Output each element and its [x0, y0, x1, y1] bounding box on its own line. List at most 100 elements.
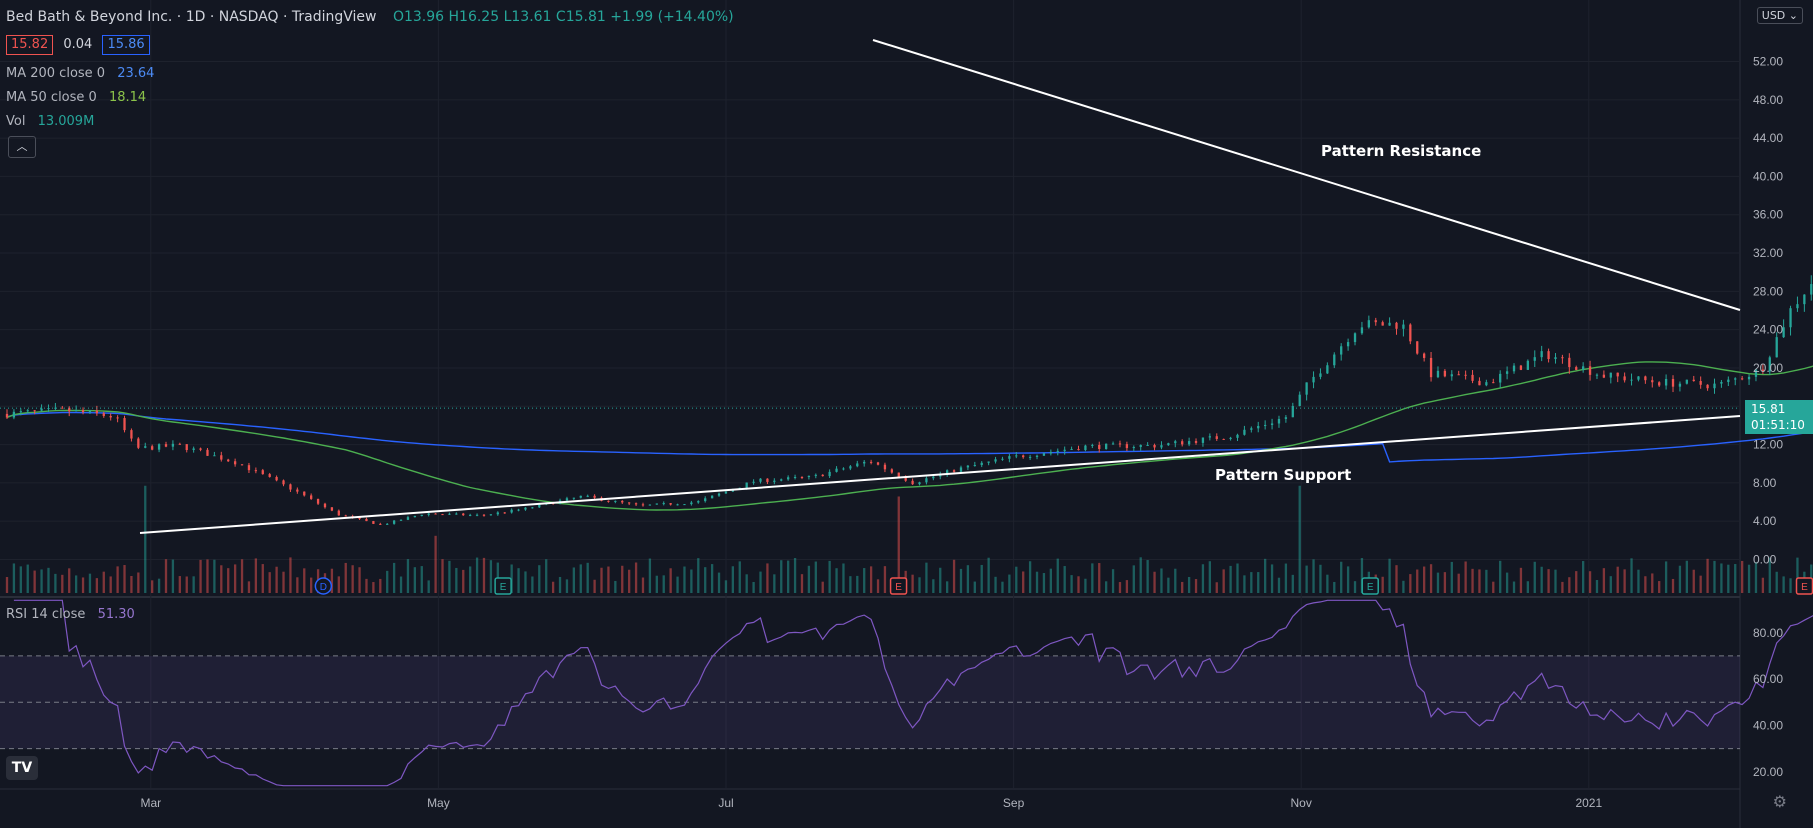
candle-body: [1457, 374, 1460, 376]
ma200-legend[interactable]: MA 200 close 0 23.64: [6, 66, 154, 81]
volume-bar: [697, 558, 700, 593]
collapse-legend-button[interactable]: ︿: [8, 136, 36, 158]
candle-body: [690, 502, 693, 505]
volume-bar: [1091, 563, 1094, 593]
candle-body: [1644, 376, 1647, 381]
bid-box[interactable]: 15.82: [6, 35, 54, 55]
volume-bar: [1049, 568, 1053, 593]
volume-bar: [1084, 578, 1087, 593]
candle-body: [800, 477, 804, 479]
volume-bar: [1381, 576, 1384, 593]
candle-body: [54, 407, 57, 409]
candle-body: [1761, 369, 1765, 372]
candle-body: [793, 477, 797, 479]
x-tick-label: Jul: [718, 796, 733, 810]
y-tick-label: 52.00: [1753, 55, 1783, 69]
candle-body: [144, 446, 147, 448]
candle-body: [724, 491, 728, 494]
candle-body: [240, 464, 244, 466]
candle-body: [1547, 351, 1550, 360]
volume-bar: [1208, 561, 1212, 593]
candle-body: [1319, 373, 1322, 377]
volume-bar: [81, 577, 85, 593]
candle-body: [1091, 444, 1094, 446]
volume-bar: [1326, 574, 1329, 593]
y-tick-label: 44.00: [1753, 131, 1783, 145]
currency-selector[interactable]: USD ⌄: [1756, 7, 1803, 24]
candle-body: [1035, 455, 1039, 457]
candle-body: [268, 474, 271, 477]
candle-body: [462, 513, 465, 516]
volume-bar: [47, 567, 50, 593]
candle-body: [1671, 378, 1675, 387]
volume-bar: [40, 569, 43, 593]
candle-body: [1609, 372, 1612, 378]
candle-body: [310, 495, 313, 499]
candle-body: [157, 444, 161, 450]
candle-body: [1581, 366, 1585, 370]
volume-bar: [1775, 571, 1778, 593]
rsi-legend[interactable]: RSI 14 close 51.30: [6, 607, 135, 622]
candle-body: [1146, 444, 1149, 446]
ohlc-values: O13.96 H16.25 L13.61 C15.81 +1.99 (+14.4…: [393, 9, 734, 25]
candle-body: [614, 500, 617, 502]
candle-body: [579, 495, 582, 498]
volume-bar: [1443, 572, 1447, 593]
volume-bar: [448, 560, 451, 593]
volume-bar: [178, 576, 181, 593]
volume-bar: [482, 557, 486, 593]
candle-body: [1740, 378, 1744, 380]
candle-body: [648, 504, 652, 506]
ask-box[interactable]: 15.86: [102, 35, 150, 55]
volume-bar: [130, 575, 133, 593]
volume-bar: [918, 577, 921, 593]
candle-body: [607, 500, 610, 502]
volume-bar: [123, 565, 126, 593]
candle-body: [1637, 376, 1640, 380]
candle-body: [911, 480, 914, 485]
ma50-legend[interactable]: MA 50 close 0 18.14: [6, 90, 146, 105]
candle-body: [233, 461, 237, 465]
volume-legend[interactable]: Vol 13.009M: [6, 114, 94, 129]
candle-body: [1796, 304, 1799, 309]
volume-bar: [213, 559, 216, 593]
candle-body: [1492, 382, 1495, 384]
volume-bar: [489, 560, 493, 593]
candle-body: [1222, 438, 1225, 440]
candle-body: [1747, 376, 1751, 380]
volume-bar: [641, 577, 645, 593]
candle-body: [1464, 374, 1467, 376]
candle-body: [697, 501, 700, 503]
volume-bar: [151, 580, 154, 593]
candle-body: [1111, 443, 1115, 445]
volume-bar: [545, 559, 548, 593]
candle-body: [628, 502, 631, 504]
volume-bar: [1651, 573, 1654, 593]
candle-body: [517, 509, 520, 511]
candle-body: [1588, 366, 1592, 375]
volume-bar: [1174, 568, 1177, 593]
volume-bar: [1789, 578, 1792, 593]
candle-body: [337, 510, 340, 516]
volume-bar: [1734, 564, 1737, 593]
candle-body: [1651, 380, 1654, 383]
volume-bar: [531, 576, 534, 593]
symbol-title[interactable]: Bed Bath & Beyond Inc. · 1D · NASDAQ · T…: [6, 9, 377, 25]
volume-bar: [565, 579, 569, 593]
tradingview-logo-icon[interactable]: TV: [6, 756, 38, 780]
gear-icon[interactable]: ⚙: [1772, 792, 1787, 811]
volume-bar: [586, 562, 589, 593]
rsi-label: RSI 14 close: [6, 607, 86, 622]
candle-body: [773, 480, 776, 482]
volume-bar: [1671, 578, 1675, 593]
candle-body: [1042, 453, 1046, 456]
volume-bar: [1360, 558, 1364, 593]
volume-bar: [593, 579, 596, 593]
volume-bar: [1187, 576, 1191, 593]
candle-body: [1153, 444, 1156, 448]
candle-body: [413, 515, 417, 518]
volume-bar: [1512, 581, 1516, 593]
candle-body: [925, 478, 928, 483]
volume-bar: [1063, 566, 1066, 593]
